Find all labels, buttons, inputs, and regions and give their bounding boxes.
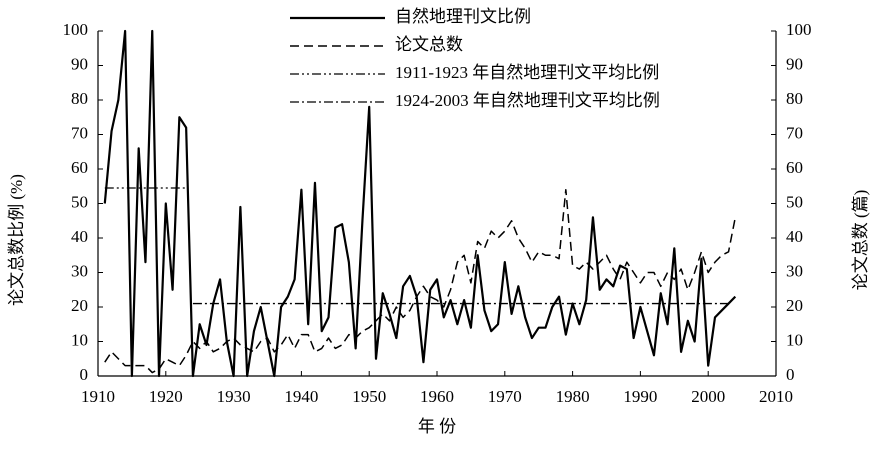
y-tick-label: 100 [63,20,89,39]
y-tick-label: 20 [71,296,88,315]
legend-label: 论文总数 [395,35,463,54]
legend-label: 1924-2003 年自然地理刊文平均比例 [395,91,660,110]
y2-tick-label: 20 [786,296,803,315]
y-tick-label: 50 [71,192,88,211]
y2-tick-label: 10 [786,330,803,349]
x-tick-label: 1960 [420,387,454,406]
y-tick-label: 90 [71,54,88,73]
y2-tick-label: 100 [786,20,812,39]
x-tick-label: 1980 [556,387,590,406]
x-axis-label: 年 份 [418,417,456,436]
x-tick-label: 1920 [149,387,183,406]
y2-tick-label: 30 [786,261,803,280]
y-tick-label: 0 [80,365,89,384]
y-tick-label: 80 [71,89,88,108]
series-line [103,29,737,378]
y-tick-label: 40 [71,227,88,246]
legend-label: 自然地理刊文比例 [395,7,531,26]
legend-label: 1911-1923 年自然地理刊文平均比例 [395,63,659,82]
x-tick-label: 2010 [759,387,793,406]
y2-tick-label: 90 [786,54,803,73]
y2-tick-label: 40 [786,227,803,246]
x-tick-label: 1930 [217,387,251,406]
x-tick-label: 2000 [691,387,725,406]
x-tick-label: 1910 [81,387,115,406]
y2-tick-label: 80 [786,89,803,108]
y2-tick-label: 60 [786,158,803,177]
y-tick-label: 10 [71,330,88,349]
y2-tick-label: 50 [786,192,803,211]
y-tick-label: 60 [71,158,88,177]
y-axis-label: 论文总数比例 (%) [7,174,26,306]
series-line [104,188,737,374]
x-tick-label: 1940 [284,387,318,406]
y2-tick-label: 70 [786,123,803,142]
x-tick-label: 1950 [352,387,386,406]
y2-tick-label: 0 [786,365,795,384]
y-tick-label: 70 [71,123,88,142]
y-tick-label: 30 [71,261,88,280]
x-tick-label: 1970 [488,387,522,406]
x-tick-label: 1990 [623,387,657,406]
y2-axis-label: 论文总数 (篇) [851,190,870,291]
